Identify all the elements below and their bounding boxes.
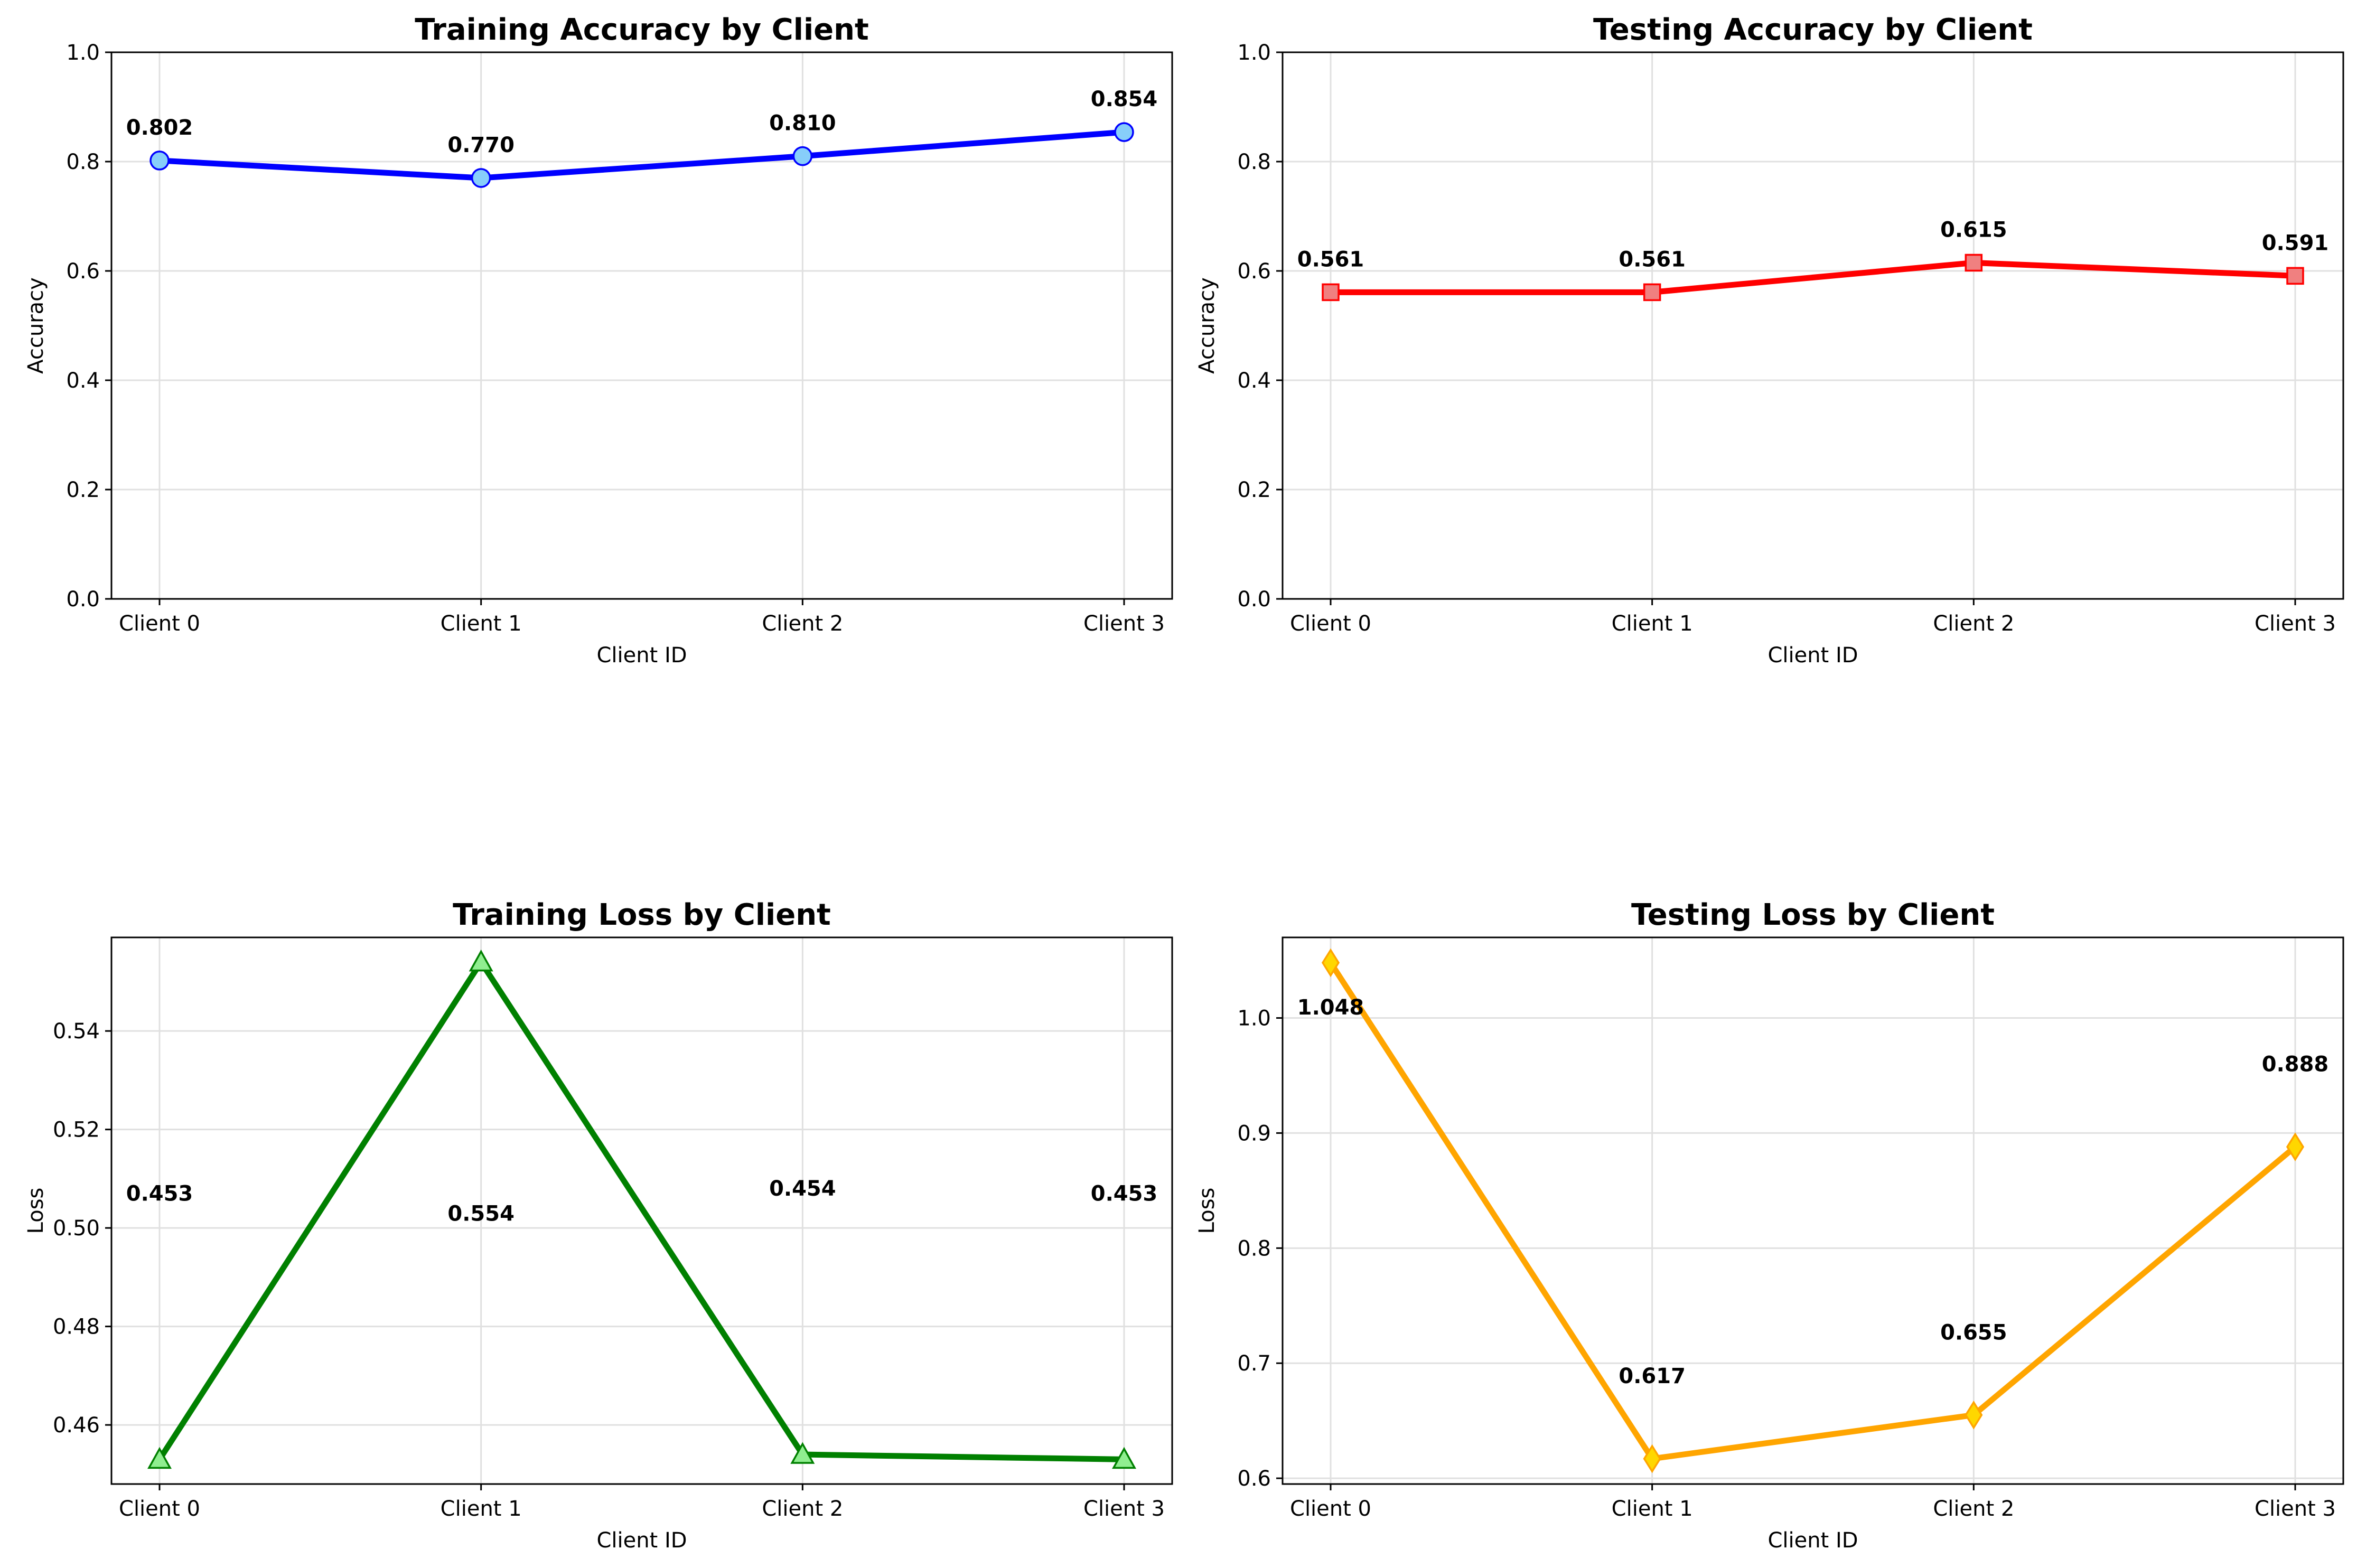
x-tick-label: Client 1	[1612, 1497, 1693, 1521]
chart-panel-2: 0.46 0.48 0.50 0.52 0.54 Client 0 Client 1 Clie…	[24, 898, 1173, 1553]
data-label: 0.591	[2262, 231, 2329, 255]
x-tick-label: Client 1	[441, 612, 522, 636]
x-tick-label: Client 3	[1083, 1497, 1165, 1521]
y-tick-label: 0.6	[66, 259, 100, 284]
chart-panel-1: 0.0 0.2 0.4 0.6 0.8 1.0 Client 0 Client 1 Client…	[1195, 13, 2344, 668]
data-label: 0.454	[769, 1177, 836, 1201]
data-label: 0.453	[126, 1181, 193, 1206]
y-tick-label: 0.2	[66, 478, 100, 502]
data-label: 0.802	[126, 116, 193, 140]
series-line	[156, 959, 1127, 1462]
chart-title: Testing Loss by Client	[1631, 898, 1995, 932]
x-tick-label: Client 1	[1612, 612, 1693, 636]
x-tick-label: Client 2	[1933, 612, 2014, 636]
data-label: 0.617	[1619, 1364, 1686, 1388]
y-axis-label: Accuracy	[1195, 277, 1219, 374]
data-label: 0.810	[769, 111, 836, 136]
y-tick-label: 1.0	[66, 41, 100, 65]
y-axis-label: Loss	[1195, 1188, 1219, 1234]
data-point	[1643, 1444, 1661, 1473]
x-axis-label: Client ID	[596, 643, 687, 668]
gridlines	[1283, 51, 2343, 600]
x-tick-label: Client 0	[119, 612, 200, 636]
data-label: 0.615	[1940, 218, 2007, 242]
data-label: 0.554	[447, 1202, 515, 1226]
y-tick-label: 0.46	[53, 1413, 100, 1438]
x-tick-label: Client 1	[441, 1497, 522, 1521]
y-tick-label: 0.6	[1237, 259, 1271, 284]
x-tick-label: Client 2	[762, 612, 843, 636]
y-tick-label: 1.0	[1237, 41, 1271, 65]
y-tick-label: 0.7	[1237, 1351, 1271, 1376]
x-tick-label: Client 2	[762, 1497, 843, 1521]
x-tick-label: Client 3	[2255, 612, 2336, 636]
data-point	[1321, 948, 1340, 978]
data-point	[1965, 253, 1983, 272]
gridlines	[1283, 937, 2343, 1484]
y-tick-label: 0.8	[1237, 150, 1271, 174]
y-tick-label: 0.48	[53, 1315, 100, 1339]
chart-panel-0: 0.0 0.2 0.4 0.6 0.8 1.0 Client 0 Client 1 Client…	[24, 13, 1173, 668]
y-tick-label: 0.0	[66, 587, 100, 612]
chart-title: Training Loss by Client	[453, 898, 831, 932]
data-point	[1114, 122, 1134, 142]
data-point	[2286, 267, 2304, 285]
y-tick-label: 0.4	[66, 369, 100, 393]
gridlines	[111, 937, 1172, 1484]
data-point	[1322, 283, 1340, 302]
plot-frame	[110, 51, 1173, 600]
y-tick-label: 0.6	[1237, 1467, 1271, 1491]
y-tick-label: 1.0	[1237, 1007, 1271, 1031]
data-point	[2286, 1132, 2305, 1161]
series-line	[156, 129, 1127, 181]
x-tick-label: Client 3	[2255, 1497, 2336, 1521]
data-label: 0.770	[447, 133, 515, 157]
y-tick-label: 0.52	[53, 1118, 100, 1142]
data-label: 1.048	[1297, 996, 1364, 1020]
x-axis-label: Client ID	[1767, 643, 1858, 668]
y-tick-label: 0.54	[53, 1019, 100, 1044]
plot-frame	[110, 936, 1173, 1485]
chart-panel-3: 0.6 0.7 0.8 0.9 1.0 Client 0 Client 1 Client 2 C…	[1195, 898, 2344, 1553]
gridlines	[111, 51, 1172, 600]
y-tick-label: 0.9	[1237, 1121, 1271, 1146]
y-tick-label: 0.8	[1237, 1236, 1271, 1261]
series-line	[1327, 259, 2298, 295]
x-axis-label: Client ID	[1767, 1528, 1858, 1553]
data-label: 0.561	[1619, 247, 1686, 271]
data-point	[149, 151, 170, 171]
chart-title: Testing Accuracy by Client	[1593, 13, 2033, 47]
y-tick-label: 0.0	[1237, 587, 1271, 612]
chart-title: Training Accuracy by Client	[415, 13, 869, 47]
data-label: 0.854	[1091, 87, 1158, 111]
x-tick-label: Client 0	[1290, 1497, 1371, 1521]
data-label: 0.655	[1940, 1320, 2007, 1345]
x-tick-label: Client 3	[1083, 612, 1165, 636]
data-point	[147, 1447, 172, 1469]
data-label: 0.453	[1091, 1181, 1158, 1206]
data-point	[471, 168, 491, 188]
data-label: 0.561	[1297, 247, 1364, 271]
y-tick-label: 0.4	[1237, 369, 1271, 393]
y-tick-label: 0.2	[1237, 478, 1271, 502]
data-point	[1965, 1400, 1983, 1430]
x-tick-label: Client 2	[1933, 1497, 2014, 1521]
data-point	[1643, 283, 1661, 302]
data-point	[1112, 1447, 1136, 1469]
data-label: 0.888	[2262, 1053, 2329, 1077]
data-point	[790, 1442, 815, 1464]
data-point	[792, 146, 813, 166]
series-line	[1327, 960, 2298, 1462]
plot-frame	[1282, 51, 2344, 600]
y-axis-label: Loss	[24, 1188, 48, 1234]
plot-frame	[1282, 936, 2344, 1485]
x-tick-label: Client 0	[119, 1497, 200, 1521]
x-axis-label: Client ID	[596, 1528, 687, 1553]
x-tick-label: Client 0	[1290, 612, 1371, 636]
data-point	[469, 950, 493, 972]
y-tick-label: 0.50	[53, 1216, 100, 1241]
y-axis-label: Accuracy	[24, 277, 48, 374]
y-tick-label: 0.8	[66, 150, 100, 174]
